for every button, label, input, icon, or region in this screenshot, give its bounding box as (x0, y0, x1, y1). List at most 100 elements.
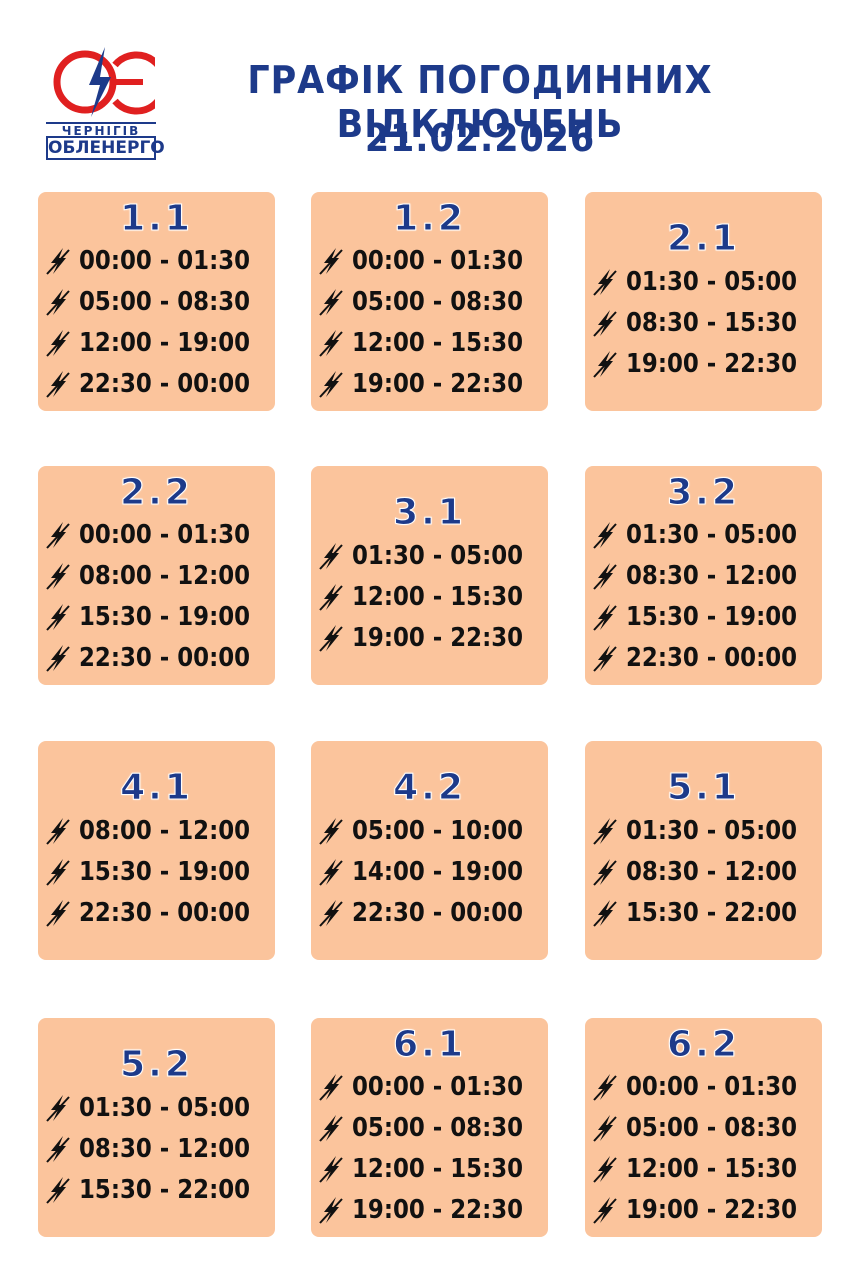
time-range: 19:00 - 22:30 (351, 622, 523, 653)
time-range: 05:00 - 08:30 (351, 287, 523, 317)
outage-icon (318, 371, 343, 398)
time-row: 12:00 - 15:30 (318, 576, 542, 617)
outage-icon (318, 1156, 343, 1183)
time-range: 00:00 - 01:30 (351, 1072, 523, 1102)
group-name: 2.2 (120, 471, 193, 513)
time-range: 05:00 - 08:30 (351, 1113, 523, 1143)
outage-icon (592, 268, 617, 296)
time-row: 22:30 - 00:00 (592, 638, 816, 679)
time-range: 08:00 - 12:00 (78, 561, 250, 591)
time-range: 08:30 - 12:00 (625, 856, 797, 887)
outage-icon (318, 289, 343, 316)
outage-icon (45, 899, 70, 927)
group-name: 1.1 (120, 197, 193, 239)
group-card: 1.1 00:00 - 01:30 05:00 - 08:30 12:00 - 19:… (38, 192, 275, 411)
time-range: 01:30 - 05:00 (625, 266, 797, 297)
outage-icon (318, 1074, 343, 1101)
time-range: 01:30 - 05:00 (625, 815, 797, 846)
time-range: 05:00 - 08:30 (625, 1113, 797, 1143)
outage-icon (592, 563, 617, 590)
time-range: 08:30 - 12:00 (78, 1133, 250, 1164)
time-row: 05:00 - 08:30 (592, 1108, 816, 1149)
time-row: 22:30 - 00:00 (45, 638, 269, 679)
time-range: 22:30 - 00:00 (78, 897, 250, 928)
time-row: 00:00 - 01:30 (45, 515, 269, 556)
time-row: 15:30 - 22:00 (592, 892, 816, 933)
date: 21.02.2026 (364, 116, 596, 160)
group-name: 6.2 (667, 1023, 740, 1065)
outage-icon (45, 1135, 70, 1163)
outage-icon (318, 858, 343, 886)
time-range: 19:00 - 22:30 (351, 1195, 523, 1225)
outage-icon (318, 624, 343, 652)
time-row: 22:30 - 00:00 (45, 364, 269, 405)
time-range: 15:30 - 22:00 (625, 897, 797, 928)
time-row: 12:00 - 15:30 (318, 323, 542, 364)
time-row: 00:00 - 01:30 (592, 1067, 816, 1108)
group-name: 4.1 (120, 767, 193, 808)
group-card: 4.2 05:00 - 10:00 14:00 - 19:00 22:30 - 00:… (311, 741, 548, 960)
time-row: 01:30 - 05:00 (592, 261, 816, 302)
time-range: 01:30 - 05:00 (351, 540, 523, 571)
time-row: 05:00 - 08:30 (45, 282, 269, 323)
outage-icon (318, 1115, 343, 1142)
group-name: 1.2 (393, 197, 466, 239)
time-range: 22:30 - 00:00 (351, 897, 523, 928)
time-row: 15:30 - 22:00 (45, 1169, 269, 1210)
time-row: 12:00 - 19:00 (45, 323, 269, 364)
time-range: 05:00 - 08:30 (78, 287, 250, 317)
time-row: 19:00 - 22:30 (592, 343, 816, 384)
outage-icon (592, 899, 617, 927)
time-row: 22:30 - 00:00 (318, 892, 542, 933)
time-row: 00:00 - 01:30 (318, 1067, 542, 1108)
time-range: 22:30 - 00:00 (625, 643, 797, 673)
time-range: 22:30 - 00:00 (78, 369, 250, 399)
time-row: 01:30 - 05:00 (45, 1087, 269, 1128)
outage-icon (592, 309, 617, 337)
time-range: 08:30 - 15:30 (625, 307, 797, 338)
outage-icon (45, 330, 70, 357)
outage-icon (592, 350, 617, 378)
outage-icon (592, 604, 617, 631)
outage-icon (45, 563, 70, 590)
time-row: 08:00 - 12:00 (45, 810, 269, 851)
time-range: 19:00 - 22:30 (625, 1195, 797, 1225)
time-range: 01:30 - 05:00 (78, 1092, 250, 1123)
time-range: 12:00 - 15:30 (351, 328, 523, 358)
group-name: 2.1 (667, 218, 740, 259)
time-range: 22:30 - 00:00 (78, 643, 250, 673)
time-range: 12:00 - 15:30 (625, 1154, 797, 1184)
outage-icon (592, 817, 617, 845)
group-card: 5.2 01:30 - 05:00 08:30 - 12:00 15:30 - 22:… (38, 1018, 275, 1237)
outage-icon (45, 371, 70, 398)
time-range: 00:00 - 01:30 (625, 1072, 797, 1102)
logo-company: ОБЛЕНЕРГО (46, 136, 165, 160)
group-name: 5.1 (667, 767, 740, 808)
time-range: 14:00 - 19:00 (351, 856, 523, 887)
group-name: 5.2 (120, 1044, 193, 1085)
outage-icon (592, 1156, 617, 1183)
outage-icon (45, 645, 70, 672)
time-range: 00:00 - 01:30 (78, 246, 250, 276)
outage-icon (45, 289, 70, 316)
time-row: 14:00 - 19:00 (318, 851, 542, 892)
time-row: 15:30 - 19:00 (592, 597, 816, 638)
time-row: 05:00 - 08:30 (318, 282, 542, 323)
time-row: 01:30 - 05:00 (318, 535, 542, 576)
title: ГРАФІК ПОГОДИННИХ ВІДКЛЮЧЕНЬ (247, 58, 713, 146)
outage-icon (592, 645, 617, 672)
time-range: 05:00 - 10:00 (351, 815, 523, 846)
time-row: 01:30 - 05:00 (592, 810, 816, 851)
outage-icon (45, 248, 70, 275)
time-range: 15:30 - 19:00 (78, 856, 250, 887)
time-row: 19:00 - 22:30 (318, 364, 542, 405)
outage-icon (318, 542, 343, 570)
group-card: 3.2 01:30 - 05:00 08:30 - 12:00 15:30 - 19:… (585, 466, 822, 685)
outage-icon (318, 583, 343, 611)
time-row: 08:30 - 15:30 (592, 302, 816, 343)
time-row: 08:30 - 12:00 (45, 1128, 269, 1169)
group-name: 3.2 (667, 471, 740, 513)
time-row: 08:30 - 12:00 (592, 851, 816, 892)
